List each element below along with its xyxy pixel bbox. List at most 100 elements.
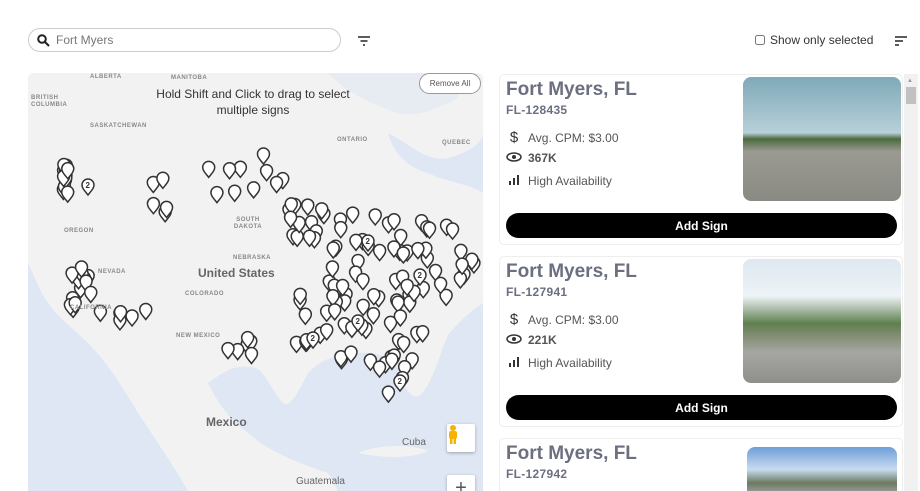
map-pin[interactable] [284,197,299,216]
map-pin[interactable] [146,175,161,194]
map-pin[interactable] [411,241,425,260]
map-pin[interactable] [298,307,313,326]
map-pin[interactable] [325,260,340,279]
map-pin[interactable] [396,246,411,265]
map-pin[interactable] [361,234,375,253]
map-pin[interactable] [65,266,79,285]
map-pin[interactable] [455,257,469,276]
map-pin[interactable] [60,185,75,204]
map-pin[interactable] [368,208,382,227]
map-pin[interactable] [428,263,443,282]
map-pin[interactable] [400,278,414,297]
sign-photo[interactable] [743,259,901,383]
sort-icon[interactable] [892,32,910,50]
map-pin[interactable] [356,298,370,317]
map-pin[interactable] [227,184,242,203]
map-pin[interactable] [125,309,139,328]
search-input[interactable] [56,33,316,47]
map-pin[interactable] [302,229,317,248]
listing-card[interactable]: Fort Myers, FL FL-128435 $ Avg. CPM: $3.0… [499,74,903,245]
map-pin[interactable] [81,178,95,197]
map-pin[interactable] [334,220,348,239]
map-pin[interactable] [367,287,381,306]
map-pin[interactable] [385,352,399,371]
map-pin[interactable] [240,330,255,349]
map-pin[interactable] [349,233,363,252]
map-pin[interactable] [139,302,153,321]
show-only-selected[interactable]: Show only selected [755,33,873,47]
map-pin[interactable] [387,213,401,231]
map-pin[interactable] [393,228,408,247]
map-pin[interactable] [256,147,271,166]
map-pin[interactable] [74,260,89,279]
map-pin[interactable] [68,296,82,314]
map-pin[interactable] [113,305,128,323]
map-pin[interactable] [393,309,408,328]
map-pin[interactable] [84,285,98,304]
listing-card[interactable]: Fort Myers, FL FL-127942 [499,438,903,491]
map-pin[interactable] [433,276,448,295]
map-pin[interactable] [335,278,350,297]
map-pin[interactable] [246,181,261,200]
search-field[interactable] [28,28,341,52]
sign-photo[interactable] [747,447,897,491]
add-sign-button[interactable]: Add Sign [506,395,897,420]
map-pin[interactable] [439,288,453,307]
map-pin[interactable] [259,163,274,182]
map-pin[interactable] [222,162,237,180]
scroll-up-icon[interactable]: ▲ [907,78,913,84]
map-pin[interactable] [269,175,284,194]
sign-photo[interactable] [743,77,901,201]
map-pin[interactable] [301,198,315,217]
scrollbar-thumb[interactable] [906,87,916,104]
map-pin[interactable] [413,268,427,287]
map-pin[interactable] [393,374,407,393]
map-pin[interactable] [326,241,341,260]
eye-icon [506,151,522,165]
filter-icon[interactable] [355,32,373,50]
map-pin[interactable] [356,272,370,291]
map-pin[interactable] [306,331,320,350]
street-view-pegman-icon[interactable] [447,424,475,452]
map-pin[interactable] [415,324,430,343]
map-pin[interactable] [156,171,170,190]
map-pin[interactable] [319,323,334,342]
map-pin[interactable] [422,221,437,240]
listing-card[interactable]: Fort Myers, FL FL-127941 $ Avg. CPM: $3.0… [499,256,903,427]
map[interactable]: 2 2 2 2 2 2 BRITISH COLUMBIA ALBERTA MANITOBA… [28,73,483,491]
map-pin[interactable] [283,210,298,229]
map-pin[interactable] [366,306,381,325]
map-pin[interactable] [351,314,365,333]
map-pin[interactable] [445,222,460,241]
map-pin[interactable] [334,350,348,368]
map-pin[interactable] [381,385,396,404]
map-pin[interactable] [210,185,224,204]
add-sign-button[interactable]: Add Sign [506,213,897,238]
map-pin[interactable] [344,345,358,364]
map-pin[interactable] [396,335,411,354]
map-pin[interactable] [391,295,405,314]
availability: High Availability [528,356,612,370]
map-pin[interactable] [372,360,387,379]
map-pin[interactable] [314,202,329,221]
remove-all-button[interactable]: Remove All [419,73,481,94]
show-only-selected-checkbox[interactable] [755,35,765,45]
map-pin[interactable] [454,243,468,262]
map-pin[interactable] [230,342,245,361]
map-pin[interactable] [327,303,342,322]
map-pin[interactable] [345,206,360,225]
map-pin[interactable] [244,346,259,365]
map-pin[interactable] [201,160,216,179]
signal-bars-icon [506,174,522,188]
map-pin[interactable] [221,341,235,360]
scrollbar[interactable]: ▲ [904,74,918,491]
map-pin[interactable] [293,287,307,306]
map-pin[interactable] [61,161,75,180]
map-pin[interactable] [93,304,108,323]
map-pin[interactable] [372,243,387,262]
zoom-in-button[interactable]: + [447,475,475,491]
map-pin[interactable] [383,315,398,334]
map-pin[interactable] [159,200,174,219]
map-pin[interactable] [146,196,161,215]
map-pin[interactable] [326,289,340,307]
